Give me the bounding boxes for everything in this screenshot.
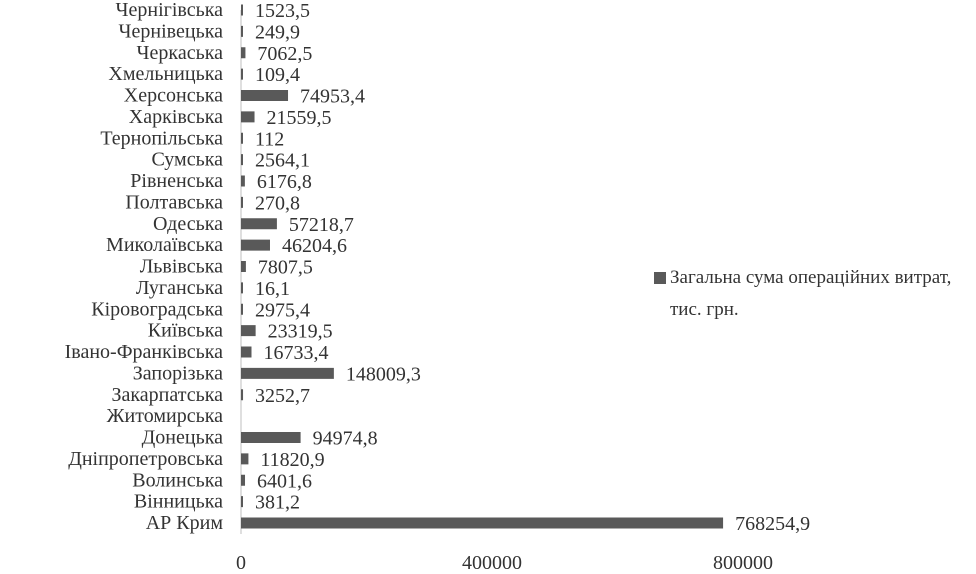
bar — [241, 90, 289, 101]
bar — [241, 132, 243, 144]
category-label: Чернігівська — [115, 0, 223, 21]
category-label: Полтавська — [125, 191, 223, 213]
category-label: Львівська — [140, 256, 223, 278]
category-label: Сумська — [151, 149, 223, 171]
category-label: Одеська — [153, 213, 223, 235]
data-label: 3252,7 — [255, 385, 310, 407]
category-label: Харківська — [129, 106, 223, 128]
data-label: 16733,4 — [264, 342, 329, 364]
bar — [241, 303, 243, 315]
data-label: 46204,6 — [282, 235, 347, 257]
data-label: 381,2 — [255, 492, 300, 514]
data-label: 1523,5 — [255, 0, 310, 22]
data-label: 94974,8 — [313, 428, 378, 450]
bar — [241, 517, 724, 529]
data-label: 2975,4 — [255, 299, 310, 321]
data-label: 768254,9 — [735, 513, 810, 535]
category-label: Хмельницька — [108, 63, 223, 85]
bar — [241, 196, 243, 208]
category-label: Закарпатська — [111, 384, 223, 406]
legend-label: Загальна сума операційних витрат, тис. г… — [670, 267, 952, 320]
bar — [241, 325, 256, 337]
data-label: 249,9 — [255, 21, 300, 43]
bar — [241, 453, 249, 465]
data-label: 23319,5 — [268, 321, 333, 343]
bar — [241, 154, 243, 166]
category-label: Донецька — [142, 427, 223, 449]
bar — [241, 68, 243, 80]
x-tick-label: 400000 — [462, 552, 522, 574]
data-label: 16,1 — [255, 278, 290, 300]
data-label: 6176,8 — [257, 171, 312, 193]
x-tick-labels: 0 400000 800000 — [236, 552, 773, 574]
category-label: Рівненська — [130, 170, 223, 192]
category-label: Чернівецька — [119, 20, 224, 42]
category-label: Житомирська — [107, 405, 223, 427]
data-label: 270,8 — [255, 192, 300, 214]
data-label: 112 — [255, 128, 284, 150]
category-labels: АР КримВінницькаВолинськаДніпропетровськ… — [65, 0, 224, 534]
category-label: Дніпропетровська — [68, 448, 223, 470]
bar — [241, 261, 246, 272]
category-label: Запорізька — [133, 362, 223, 384]
x-tick-label: 800000 — [713, 552, 773, 574]
data-label: 57218,7 — [289, 214, 354, 236]
legend: Загальна сума операційних витрат, тис. г… — [654, 262, 974, 326]
data-label: 11820,9 — [260, 449, 324, 471]
data-label: 21559,5 — [267, 107, 332, 129]
bar — [241, 175, 245, 187]
category-label: АР Крим — [146, 512, 224, 534]
category-label: Тернопільська — [100, 127, 223, 149]
category-label: Київська — [148, 320, 223, 342]
bar — [241, 389, 244, 401]
category-label: Луганська — [136, 277, 223, 299]
x-tick-label: 0 — [236, 552, 246, 574]
data-label: 6401,6 — [257, 470, 312, 492]
bar — [241, 25, 243, 37]
category-label: Волинська — [132, 469, 223, 491]
bar — [241, 218, 277, 230]
data-label: 7807,5 — [258, 257, 313, 279]
bar — [241, 432, 301, 443]
data-label: 74953,4 — [300, 86, 365, 108]
category-label: Вінницька — [134, 491, 223, 513]
data-label: 2564,1 — [255, 150, 310, 172]
data-label: 109,4 — [255, 64, 300, 86]
legend-swatch — [654, 272, 666, 284]
bar — [241, 239, 270, 251]
bar — [241, 47, 246, 59]
category-label: Черкаська — [137, 42, 224, 64]
bar — [241, 111, 255, 123]
bar — [241, 4, 243, 16]
category-label: Херсонська — [124, 85, 223, 107]
category-label: Миколаївська — [106, 234, 223, 256]
bar — [241, 367, 334, 379]
category-label: Івано-Франківська — [65, 341, 223, 363]
bar — [241, 346, 252, 358]
bar — [241, 496, 243, 508]
data-label: 7062,5 — [257, 43, 312, 65]
data-label: 148009,3 — [346, 363, 421, 385]
bar — [241, 474, 246, 486]
bar — [241, 282, 243, 294]
category-label: Кіровоградська — [91, 298, 223, 320]
bars — [241, 4, 724, 529]
